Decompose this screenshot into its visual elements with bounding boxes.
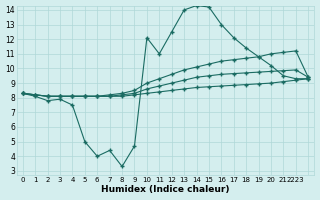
X-axis label: Humidex (Indice chaleur): Humidex (Indice chaleur) xyxy=(101,185,230,194)
